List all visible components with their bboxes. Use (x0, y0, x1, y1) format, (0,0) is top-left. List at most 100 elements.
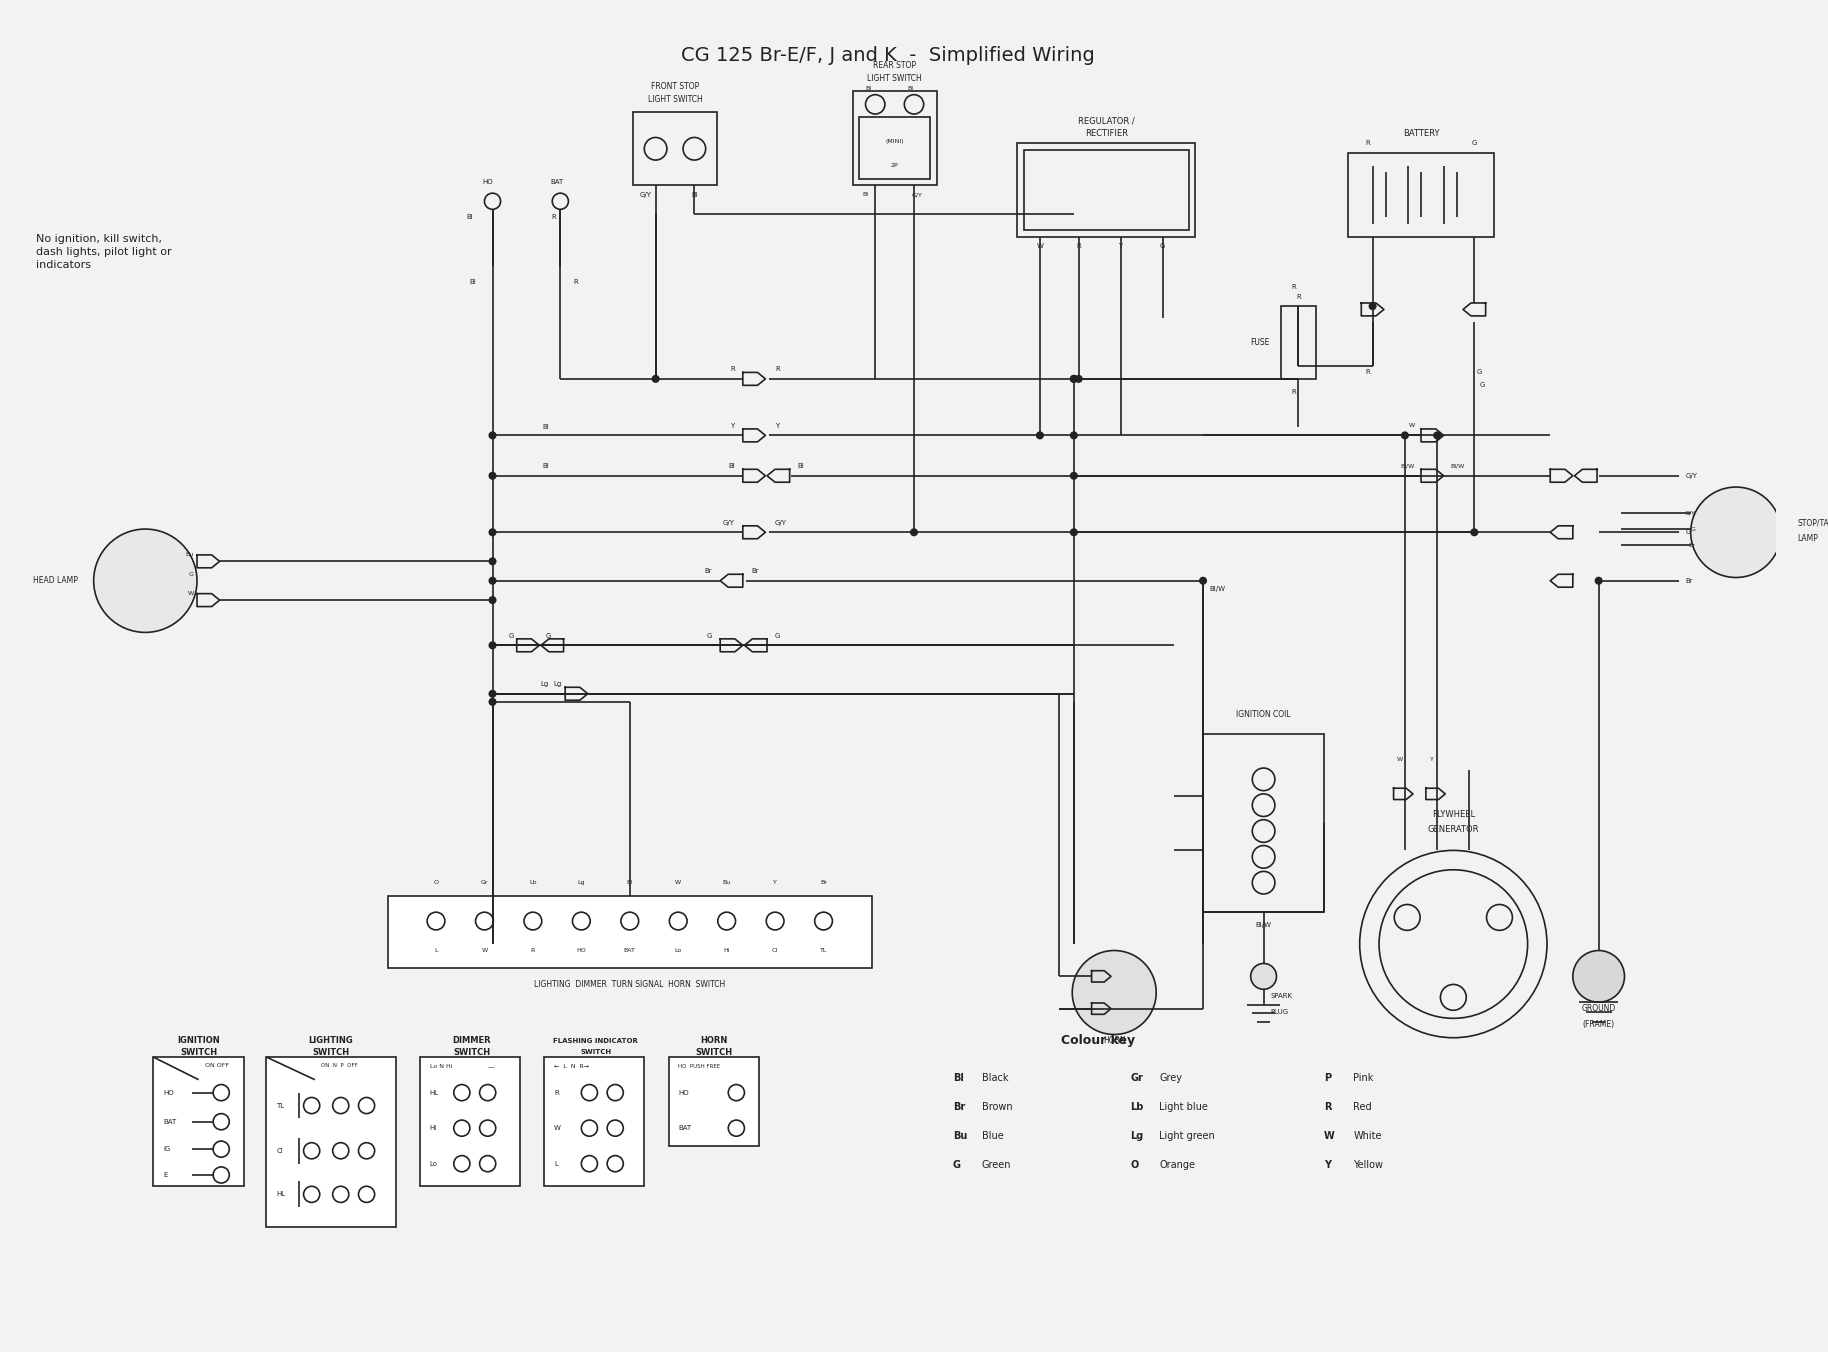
Bar (545, 1057, 643, 1186)
Text: Br: Br (751, 568, 759, 575)
Text: Green: Green (982, 1160, 1011, 1171)
Text: Colour key: Colour key (1060, 1034, 1135, 1048)
Text: O: O (1130, 1160, 1139, 1171)
Text: BAT: BAT (678, 1125, 691, 1132)
Text: G: G (188, 572, 194, 577)
Circle shape (1069, 472, 1079, 480)
Text: Bu: Bu (185, 553, 194, 557)
Text: CG 125 Br-E/F, J and K  -  Simplified Wiring: CG 125 Br-E/F, J and K - Simplified Wiri… (682, 46, 1095, 65)
Bar (669, 1057, 759, 1146)
Bar (852, 92, 936, 185)
Circle shape (1433, 431, 1440, 439)
Text: W: W (188, 591, 194, 596)
Circle shape (1036, 431, 1044, 439)
Text: GROUND: GROUND (1581, 1005, 1616, 1013)
Text: G: G (508, 633, 514, 638)
Circle shape (488, 690, 497, 698)
Text: G/Y: G/Y (775, 519, 788, 526)
Text: W: W (1397, 757, 1404, 763)
Text: Bl: Bl (909, 85, 914, 91)
Circle shape (488, 596, 497, 604)
Text: Lo: Lo (675, 948, 682, 953)
Text: Bl: Bl (627, 880, 632, 886)
Text: HO: HO (576, 948, 587, 953)
Text: G/Y: G/Y (912, 192, 923, 197)
Bar (267, 1057, 395, 1226)
Text: Y: Y (1323, 1160, 1331, 1171)
Text: BAT: BAT (550, 178, 563, 185)
Text: L: L (554, 1160, 558, 1167)
Text: GENERATOR: GENERATOR (1428, 825, 1479, 834)
Text: ←  L  N  R→: ← L N R→ (554, 1064, 589, 1069)
Text: (FRAME): (FRAME) (1583, 1021, 1614, 1029)
Text: Lg: Lg (541, 681, 548, 687)
Text: TL: TL (276, 1102, 285, 1109)
Circle shape (1250, 964, 1276, 990)
Text: Bl: Bl (543, 464, 548, 469)
Text: Black: Black (982, 1073, 1009, 1083)
Text: Yellow: Yellow (1353, 1160, 1384, 1171)
Text: BAT: BAT (163, 1118, 175, 1125)
Text: Lo: Lo (430, 1160, 437, 1167)
Text: G: G (775, 633, 781, 638)
Text: Hi: Hi (724, 948, 729, 953)
Text: P: P (1323, 1073, 1331, 1083)
Text: G: G (1691, 526, 1696, 531)
Text: Y: Y (1429, 757, 1435, 763)
Text: LIGHTING: LIGHTING (309, 1037, 353, 1045)
Text: Y: Y (1119, 243, 1122, 250)
Text: LIGHT SWITCH: LIGHT SWITCH (866, 74, 921, 82)
Bar (1281, 306, 1316, 379)
Text: FLYWHEEL: FLYWHEEL (1431, 810, 1475, 819)
Text: Lg: Lg (578, 880, 585, 886)
Text: SWITCH: SWITCH (313, 1048, 349, 1057)
Circle shape (1069, 375, 1079, 383)
Circle shape (488, 641, 497, 649)
Text: IG: IG (163, 1146, 170, 1152)
Text: W: W (1408, 423, 1415, 429)
Text: R: R (775, 366, 781, 372)
Text: STOP/TAIL: STOP/TAIL (1797, 518, 1828, 527)
Circle shape (1075, 375, 1082, 383)
Text: Gr: Gr (1130, 1073, 1142, 1083)
Text: 2P: 2P (890, 164, 898, 168)
Circle shape (93, 529, 197, 633)
Text: Br: Br (821, 880, 826, 886)
Bar (1024, 150, 1188, 230)
Circle shape (910, 529, 918, 537)
Text: Brown: Brown (982, 1102, 1013, 1113)
Circle shape (1400, 431, 1409, 439)
Text: G/Y: G/Y (722, 519, 735, 526)
Text: Br: Br (952, 1102, 965, 1113)
Circle shape (488, 698, 497, 706)
Text: (MINI): (MINI) (885, 139, 903, 145)
Circle shape (1594, 577, 1603, 585)
Text: E: E (163, 1172, 168, 1178)
Text: FRONT STOP: FRONT STOP (651, 82, 698, 91)
Text: Light blue: Light blue (1159, 1102, 1208, 1113)
Text: BAT: BAT (623, 948, 636, 953)
Circle shape (488, 577, 497, 585)
Circle shape (1470, 529, 1479, 537)
Bar (1349, 153, 1493, 237)
Text: Bl: Bl (797, 464, 804, 469)
Text: Bl: Bl (466, 215, 473, 220)
Text: Bu: Bu (722, 880, 731, 886)
Text: Lg: Lg (554, 681, 561, 687)
Text: DIMMER: DIMMER (452, 1037, 492, 1045)
Text: Bl/W: Bl/W (1450, 464, 1464, 469)
Text: LIGHT SWITCH: LIGHT SWITCH (647, 95, 702, 104)
Text: SWITCH: SWITCH (181, 1048, 218, 1057)
Text: REAR STOP: REAR STOP (874, 61, 916, 70)
Circle shape (1199, 577, 1206, 585)
Text: Bl: Bl (863, 192, 868, 197)
Circle shape (488, 472, 497, 480)
Bar (1203, 734, 1323, 911)
Text: Lo N Hi: Lo N Hi (430, 1064, 452, 1069)
Bar (632, 112, 717, 185)
Text: L: L (435, 948, 437, 953)
Circle shape (1069, 431, 1079, 439)
Text: Y: Y (731, 423, 735, 429)
Text: Orange: Orange (1159, 1160, 1196, 1171)
Text: IGNITION: IGNITION (177, 1037, 219, 1045)
